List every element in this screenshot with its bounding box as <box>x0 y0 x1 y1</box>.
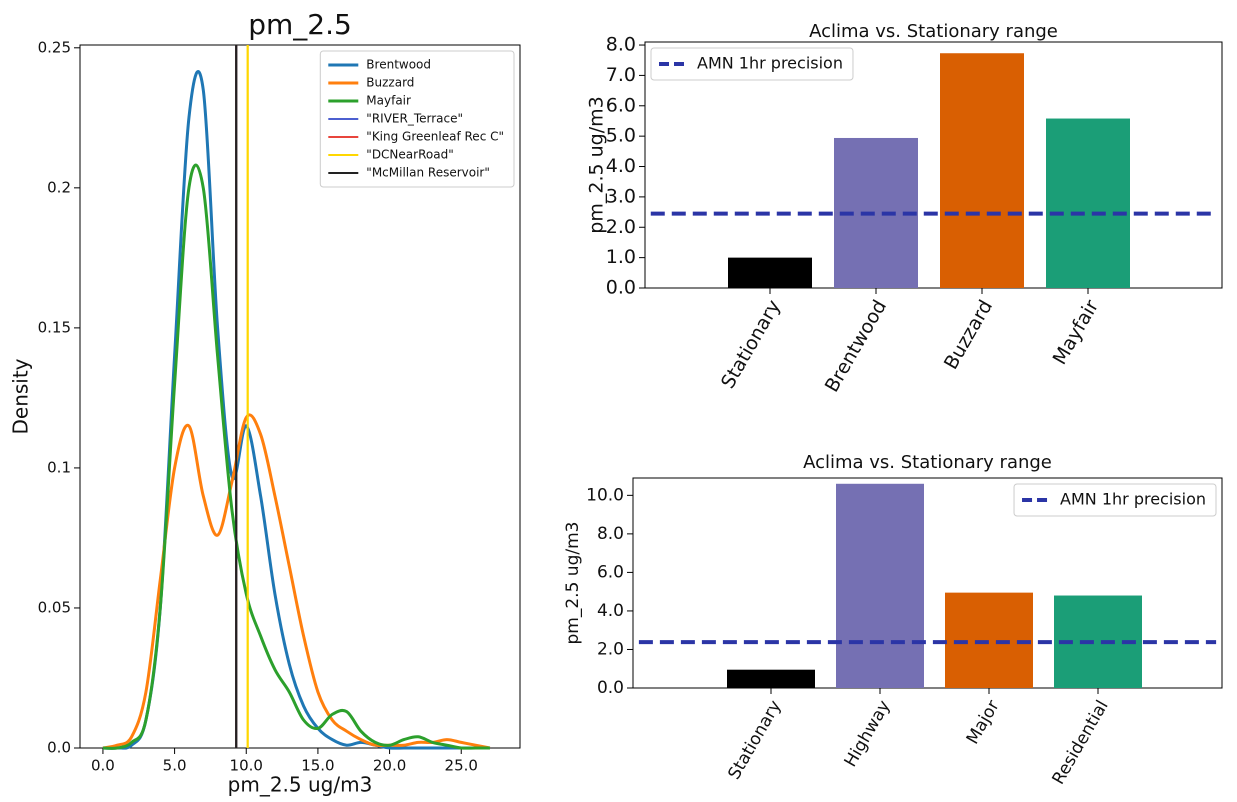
bar <box>1046 118 1130 289</box>
y-tick-label: 6.0 <box>606 94 636 116</box>
y-tick-label: 0.05 <box>38 598 71 616</box>
y-tick-label: 6.0 <box>597 562 624 582</box>
y-tick-label: 2.0 <box>606 216 636 238</box>
bar <box>836 483 924 688</box>
y-axis-label: pm_2.5 ug/m3 <box>586 96 608 233</box>
y-tick-label: 0.0 <box>47 739 71 757</box>
legend: AMN 1hr precision <box>650 47 854 81</box>
y-tick-label: 4.0 <box>597 601 624 621</box>
y-tick-label: 2.0 <box>597 639 624 659</box>
x-tick-label: 10.0 <box>230 757 263 775</box>
y-tick-label: 0.25 <box>38 38 71 56</box>
x-tick-label: Residential <box>1049 697 1113 788</box>
legend: AMN 1hr precision <box>1013 483 1217 517</box>
legend-box <box>319 50 515 188</box>
bar <box>940 53 1024 289</box>
y-tick-label: 5.0 <box>606 125 636 147</box>
y-tick-label: 0.1 <box>47 458 71 476</box>
legend-label: AMN 1hr precision <box>1060 490 1206 509</box>
legend-label: AMN 1hr precision <box>697 54 843 73</box>
y-tick-label: 4.0 <box>606 155 636 177</box>
bar <box>727 669 815 688</box>
legend-label: "McMillan Reservoir" <box>366 166 490 180</box>
plot-frame <box>79 44 521 749</box>
legend-label: "RIVER_Terrace" <box>366 112 463 126</box>
y-tick-label: 7.0 <box>606 64 636 86</box>
y-tick-label: 0.0 <box>597 678 624 698</box>
x-tick-label: 15.0 <box>301 757 334 775</box>
x-tick-label: Brentwood <box>821 296 891 396</box>
plot-frame <box>644 41 1223 289</box>
plot-frame <box>632 477 1223 689</box>
y-tick-label: 8.0 <box>597 524 624 544</box>
bar <box>728 257 812 288</box>
x-tick-label: Major <box>963 697 1004 748</box>
legend-label: "DCNearRoad" <box>366 148 453 162</box>
legend-label: Buzzard <box>366 76 414 90</box>
x-tick-label: 20.0 <box>373 757 406 775</box>
y-axis-label: Density <box>9 358 33 434</box>
x-axis-label: pm_2.5 ug/m3 <box>228 773 373 797</box>
y-axis-label: pm_2.5 ug/m3 <box>563 522 583 645</box>
chart-title: Aclima vs. Stationary range <box>803 452 1052 473</box>
y-tick-label: 0.15 <box>38 318 71 336</box>
x-tick-label: 25.0 <box>445 757 478 775</box>
y-tick-label: 0.2 <box>47 178 71 196</box>
legend: Brentwood Buzzard Mayfair "RIVER_Terrace" "K… <box>319 50 515 188</box>
legend-label: "King Greenleaf Rec C" <box>366 130 504 144</box>
y-tick-label: 8.0 <box>606 34 636 56</box>
y-tick-label: 3.0 <box>606 185 636 207</box>
y-tick-label: 0.0 <box>606 277 636 299</box>
x-tick-label: Stationary <box>717 296 785 392</box>
x-tick-label: Highway <box>841 697 895 771</box>
legend-label: Mayfair <box>366 94 411 108</box>
x-tick-label: Buzzard <box>940 296 997 373</box>
legend-box <box>650 47 854 81</box>
density-line <box>102 163 490 750</box>
x-tick-label: 0.0 <box>91 757 115 775</box>
legend-label: Brentwood <box>366 58 431 72</box>
y-tick-label: 1.0 <box>606 246 636 268</box>
x-tick-label: Stationary <box>724 697 785 783</box>
y-tick-label: 10.0 <box>586 485 624 505</box>
x-tick-label: Mayfair <box>1049 296 1103 368</box>
legend-box <box>1013 483 1217 517</box>
chart-title: pm_2.5 <box>248 8 352 41</box>
chart-title: Aclima vs. Stationary range <box>809 21 1058 42</box>
x-tick-label: 5.0 <box>163 757 187 775</box>
